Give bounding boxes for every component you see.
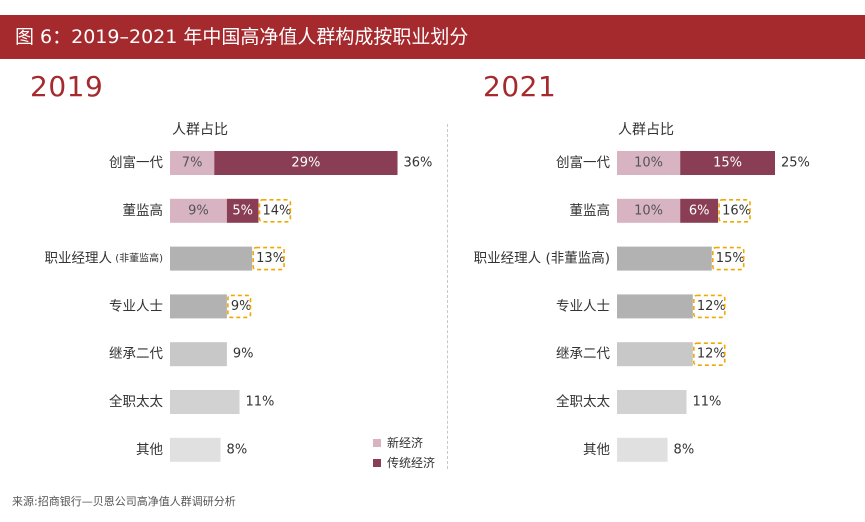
p2021-row5-category-label: 全职太太 xyxy=(556,393,610,410)
p2021-row4-bar xyxy=(617,342,693,367)
p2021-row1-bar-traditional-economy xyxy=(680,198,719,223)
p2019-row0-label-new-economy: 7% xyxy=(182,156,203,171)
p2019-row1-label-traditional-economy: 5% xyxy=(232,203,253,218)
source-note: 来源:招商银行—贝恩公司高净值人群调研分析 xyxy=(12,495,236,508)
legend-swatch-traditional-economy xyxy=(373,459,381,467)
p2021-row0-label-traditional-economy: 15% xyxy=(713,156,742,171)
p2021-row4-category-label: 继承二代 xyxy=(556,346,610,362)
p2019-row0-total-label: 36% xyxy=(404,156,433,171)
p2021-row4-highlight-box xyxy=(693,342,726,367)
p2021-row2-bar xyxy=(617,246,712,271)
p2021-row3-bar xyxy=(617,294,693,319)
p2021-row1-total-label: 16% xyxy=(722,203,751,218)
panel-divider xyxy=(447,124,448,469)
column-header-2019: 人群占比 xyxy=(172,122,228,138)
chart-title: 图 6：2019–2021 年中国高净值人群构成按职业划分 xyxy=(15,26,469,48)
panel-year-2019: 2019 xyxy=(30,70,104,103)
p2021-row4-total-label: 12% xyxy=(697,347,726,362)
p2019-row0-category-label: 创富一代 xyxy=(109,154,163,171)
p2019-row2-bar xyxy=(170,246,253,271)
p2019-row4-total-label: 9% xyxy=(233,347,254,362)
p2021-row2-highlight-box xyxy=(711,246,745,271)
p2021-row1-category-label: 董监高 xyxy=(570,202,611,219)
legend-item-traditional-economy: 传统经济 xyxy=(373,453,435,473)
p2021-row2-total-label: 15% xyxy=(716,251,745,266)
p2021-row1-highlight-box xyxy=(718,199,751,223)
p2021-row0-total-label: 25% xyxy=(781,156,810,171)
p2019-row1-category-label: 董监高 xyxy=(123,202,164,219)
p2019-row5-bar xyxy=(170,390,240,414)
p2019-row3-total-label: 9% xyxy=(231,299,252,314)
p2019-row1-total-label: 14% xyxy=(262,203,291,218)
p2019-row3-highlight-box xyxy=(227,294,252,319)
p2019-row3-category-label: 专业人士 xyxy=(109,298,163,314)
p2021-row0-bar-traditional-economy xyxy=(680,151,775,175)
p2019-row4-category-label: 继承二代 xyxy=(109,346,163,362)
p2021-row3-highlight-box xyxy=(693,294,726,319)
p2019-row0-bar-traditional-economy xyxy=(214,151,398,175)
p2021-row3-total-label: 12% xyxy=(697,299,726,314)
p2021-row5-bar xyxy=(617,390,687,414)
p2021-row5-total-label: 11% xyxy=(693,395,722,410)
legend-swatch-new-economy xyxy=(373,439,381,447)
p2021-row1-label-traditional-economy: 6% xyxy=(689,203,710,218)
legend-label-new-economy: 新经济 xyxy=(387,436,424,450)
p2019-row1-highlight-box xyxy=(258,199,292,223)
legend-label-traditional-economy: 传统经济 xyxy=(387,456,436,470)
column-header-2021: 人群占比 xyxy=(618,122,674,138)
p2019-row3-bar xyxy=(170,294,227,319)
p2019-row1-bar-traditional-economy xyxy=(226,198,259,223)
p2019-row1-label-new-economy: 9% xyxy=(188,203,209,218)
p2021-row0-bar-new-economy xyxy=(617,151,681,175)
p2019-row4-bar xyxy=(170,342,227,367)
p2019-row2-total-label: 13% xyxy=(256,251,285,266)
legend-item-new-economy: 新经济 xyxy=(373,433,435,453)
p2021-row0-category-label: 创富一代 xyxy=(556,154,610,171)
p2019-row2-category-label: 职业经理人 (非董监高) xyxy=(45,251,164,267)
p2021-row6-total-label: 8% xyxy=(674,442,695,457)
p2021-row6-category-label: 其他 xyxy=(583,442,610,458)
legend: 新经济 传统经济 xyxy=(373,433,435,473)
p2019-row0-label-traditional-economy: 29% xyxy=(291,156,320,171)
panel-year-2021: 2021 xyxy=(483,70,557,103)
p2019-row6-category-label: 其他 xyxy=(136,442,163,458)
p2021-row1-label-new-economy: 10% xyxy=(634,203,663,218)
p2019-row2-highlight-box xyxy=(252,246,285,271)
p2021-row0-label-new-economy: 10% xyxy=(634,156,663,171)
p2021-row3-category-label: 专业人士 xyxy=(556,298,610,314)
p2019-row5-category-label: 全职太太 xyxy=(109,393,163,410)
p2021-row2-category-label: 职业经理人 (非董监高) xyxy=(474,250,610,267)
p2019-row0-bar-new-economy xyxy=(170,151,215,175)
title-banner: 图 6：2019–2021 年中国高净值人群构成按职业划分 xyxy=(0,15,865,59)
p2019-row1-bar-new-economy xyxy=(170,198,227,223)
p2019-row5-total-label: 11% xyxy=(246,395,275,410)
p2021-row1-bar-new-economy xyxy=(617,198,681,223)
p2019-row6-total-label: 8% xyxy=(227,442,248,457)
p2021-row6-bar xyxy=(617,437,668,462)
p2019-row6-bar xyxy=(170,437,221,462)
